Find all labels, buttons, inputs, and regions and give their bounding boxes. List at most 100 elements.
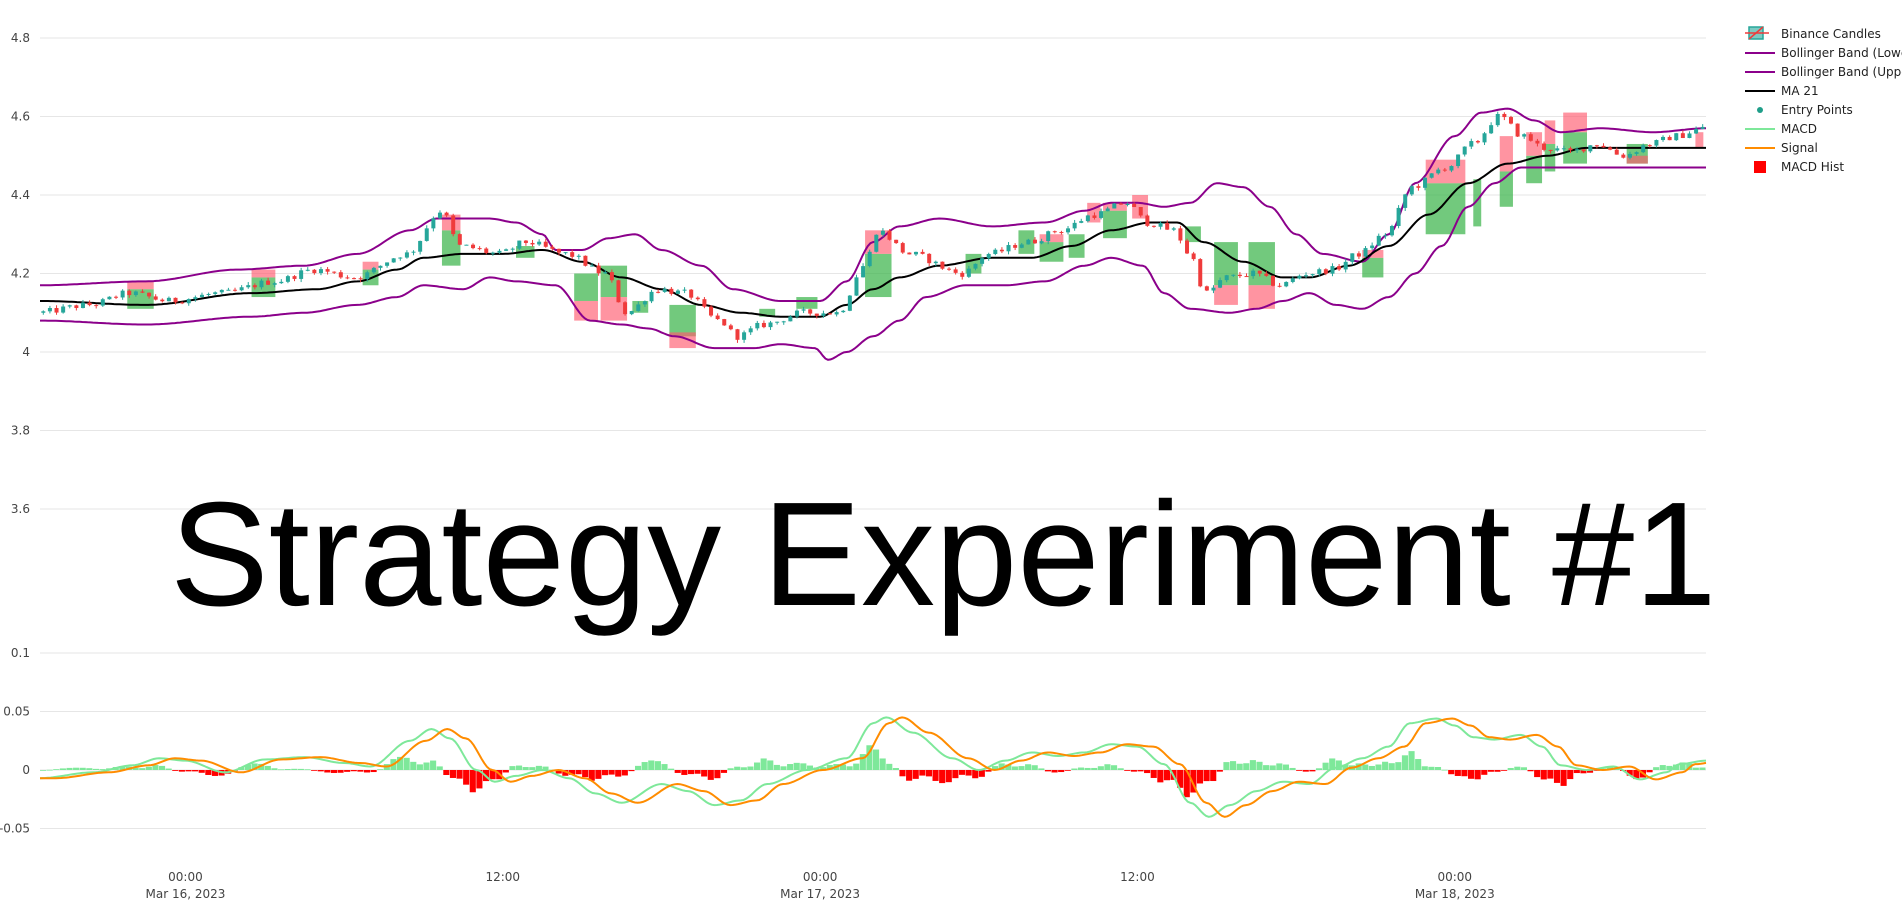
entry-box [600, 297, 628, 321]
candle-body [1627, 153, 1632, 158]
legend-item[interactable]: MA 21 [1745, 84, 1819, 98]
macd-panel-y-axis: 0.1 0.05 0 -0.05 [0, 646, 30, 836]
macd-hist-bar [958, 770, 966, 775]
candle-body [510, 248, 515, 250]
macd-hist-bar [1130, 770, 1137, 772]
legend-label: Entry Points [1781, 103, 1853, 117]
legend-item[interactable]: Signal [1745, 141, 1818, 155]
entry-box [1544, 143, 1556, 172]
candle-body [67, 305, 72, 307]
candle-body [1608, 147, 1613, 150]
bollinger-lower-line [40, 166, 1706, 361]
candle-body [966, 268, 971, 277]
candle-body [1290, 278, 1295, 282]
candle-body [1191, 253, 1196, 260]
legend-item[interactable]: Entry Points [1757, 103, 1853, 117]
candle-body [120, 290, 125, 298]
candle-body [920, 251, 925, 254]
candle-body [1694, 128, 1699, 134]
macd-hist-bar [443, 770, 450, 775]
macd-hist-bar [1461, 770, 1468, 777]
macd-hist-bar [1091, 767, 1098, 770]
macd-hist-bar [1474, 770, 1481, 780]
bollinger-bands [40, 107, 1706, 361]
candle-body [1099, 211, 1104, 218]
macd-hist-bar [992, 766, 999, 770]
candle-body [1337, 266, 1342, 270]
candle-body [986, 253, 991, 259]
macd-hist-bar [899, 770, 906, 777]
legend-item[interactable]: Bollinger Band (Upper) [1745, 65, 1902, 79]
legend-item[interactable]: MACD Hist [1754, 160, 1844, 174]
macd-hist-bar [1137, 770, 1144, 772]
x-tick-time: 12:00 [1120, 870, 1155, 884]
macd-hist-bar [1421, 766, 1428, 770]
candle-body [1244, 276, 1249, 278]
ma-21-line [40, 146, 1706, 318]
x-tick-date: Mar 16, 2023 [145, 887, 225, 901]
candle-body [1396, 207, 1401, 226]
macd-hist-bar [1289, 767, 1296, 770]
candle-body [160, 299, 165, 302]
macd-hist-bar [205, 770, 212, 775]
signal-line [40, 716, 1707, 818]
candle-body [259, 280, 264, 288]
macd-hist-bar [1560, 770, 1567, 786]
candle-body [775, 321, 780, 323]
entry-box [441, 230, 461, 266]
macd-hist-bar [535, 765, 542, 770]
macd-hist-bar [985, 770, 992, 772]
candle-body [1588, 145, 1593, 152]
candle-body [1185, 240, 1190, 254]
candle-body [1118, 203, 1123, 205]
macd-hist-bar [628, 770, 635, 772]
overlay-title: Strategy Experiment #1 [170, 472, 1717, 637]
macd-hist-bar [820, 767, 827, 770]
macd-hist-bar [1375, 764, 1382, 770]
entry-box [1473, 179, 1482, 227]
candle-body [828, 313, 833, 315]
price-y-tick-label: 4 [22, 345, 30, 359]
macd-hist-bar [978, 770, 985, 777]
candle-body [404, 252, 409, 258]
legend-item[interactable]: MACD [1745, 122, 1817, 136]
macd-hist-bar [1395, 762, 1402, 770]
legend-item[interactable]: Bollinger Band (Lower) [1745, 46, 1902, 60]
entry-box [1214, 242, 1238, 286]
candle-body [41, 311, 46, 313]
macd-hist-bar [489, 770, 496, 780]
macd-hist-bar [793, 762, 800, 770]
legend[interactable]: Binance Candles Bollinger Band (Lower) Bol… [1745, 26, 1902, 174]
candle-body [1548, 149, 1553, 151]
legend-item[interactable]: Binance Candles [1745, 26, 1881, 41]
entry-boxes [127, 112, 1704, 349]
entry-box [1563, 112, 1587, 133]
ma-21-path [40, 146, 1706, 318]
candle-body [821, 313, 826, 316]
candle-body [927, 253, 932, 264]
entry-box [1626, 155, 1648, 164]
macd-hist-bar [1342, 764, 1349, 770]
candle-body [1066, 228, 1071, 233]
macd-hist-bar [582, 770, 589, 778]
entry-box [1425, 159, 1466, 184]
candle-body [623, 302, 628, 315]
candle-body [900, 243, 905, 253]
macd-hist-bar [476, 770, 483, 789]
candle-body [1475, 141, 1480, 143]
candle-body [1403, 194, 1408, 208]
candle-body [695, 297, 700, 300]
candle-body [127, 290, 132, 296]
macd-hist-bar [972, 770, 979, 779]
macd-hist-bar [59, 768, 66, 770]
candle-body [1654, 140, 1659, 146]
entry-box [1103, 210, 1127, 239]
macd-hist-bar [258, 763, 265, 770]
candle-body [457, 234, 462, 245]
entry-box [1526, 132, 1543, 156]
macd-hist-bar [152, 765, 159, 770]
candle-body [285, 276, 290, 282]
macd-hist-bar [1203, 770, 1210, 782]
macd-hist-bar [661, 764, 668, 770]
candle-body [1568, 148, 1573, 151]
